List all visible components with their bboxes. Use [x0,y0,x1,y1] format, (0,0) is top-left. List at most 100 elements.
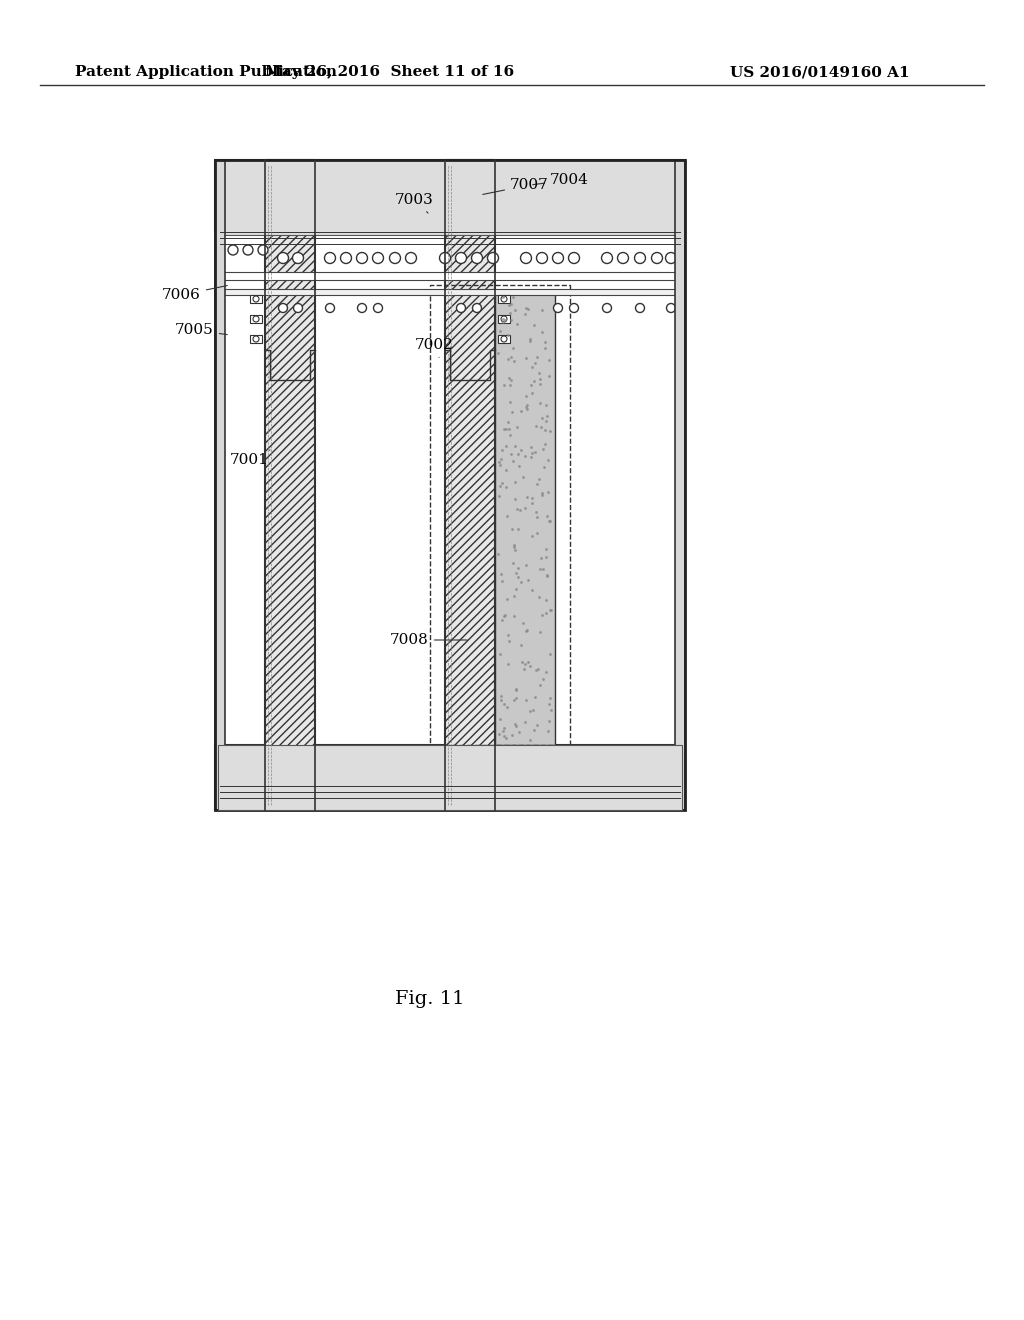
Point [537,457,553,478]
Circle shape [356,756,368,767]
Text: 7005: 7005 [175,323,227,337]
Point [538,661,554,682]
Point [531,392,548,413]
Point [502,631,518,652]
Point [529,346,546,367]
Point [508,680,524,701]
Point [504,725,520,746]
Point [515,466,531,487]
Point [517,653,534,675]
Point [534,548,550,569]
Point [507,715,523,737]
Point [510,557,526,578]
Point [495,312,511,333]
Circle shape [457,774,466,783]
Circle shape [227,756,239,767]
Point [501,294,517,315]
Point [526,719,543,741]
Point [518,395,535,416]
Point [531,558,548,579]
Point [541,511,557,532]
Bar [498,294,510,304]
Point [506,689,522,710]
Circle shape [554,304,562,313]
Point [503,444,519,465]
Point [494,440,510,461]
Point [501,368,517,389]
Point [539,539,555,560]
Circle shape [472,304,481,313]
Point [517,554,534,576]
Point [525,371,542,392]
Point [529,659,546,680]
Point [541,350,557,371]
Point [518,347,535,368]
Point [492,709,508,730]
Point [499,459,515,480]
Point [519,399,536,420]
Point [524,492,541,513]
Point [493,686,509,708]
Circle shape [228,774,238,783]
Bar [215,160,225,810]
Circle shape [253,315,259,322]
Circle shape [651,252,663,264]
Point [531,374,548,395]
Point [506,350,522,371]
Circle shape [501,337,507,342]
Point [529,507,546,528]
Circle shape [501,296,507,302]
Point [525,314,542,335]
Circle shape [244,774,253,783]
Bar [218,272,682,280]
Circle shape [471,756,482,767]
Point [493,564,509,585]
Point [516,496,532,517]
Circle shape [553,252,563,264]
Point [500,589,516,610]
Point [507,688,523,709]
Text: Fig. 11: Fig. 11 [395,990,465,1008]
Bar [215,160,685,230]
Circle shape [253,296,259,302]
Circle shape [666,252,677,264]
Point [534,483,550,504]
Point [490,723,507,744]
Circle shape [471,252,482,264]
Point [505,286,521,308]
Point [542,644,558,665]
Text: 7002: 7002 [415,338,454,358]
Point [540,482,556,503]
Circle shape [373,252,384,264]
Circle shape [568,756,580,767]
Bar [250,294,262,304]
Circle shape [389,756,400,767]
Circle shape [602,304,611,313]
Point [494,570,510,591]
Point [493,447,509,469]
Point [511,455,527,477]
Circle shape [357,304,367,313]
Point [507,539,523,560]
Point [528,659,545,680]
Text: 7008: 7008 [390,634,467,647]
Circle shape [553,756,563,767]
Point [539,565,555,586]
Point [496,693,512,714]
Circle shape [501,315,507,322]
Text: 7006: 7006 [162,285,227,302]
Point [524,525,541,546]
Point [541,710,557,731]
Point [518,297,535,318]
Point [530,362,547,383]
Point [510,566,526,587]
Point [493,475,509,496]
Point [510,519,526,540]
Point [543,599,559,620]
Point [502,375,518,396]
Point [522,729,539,750]
Text: 7001: 7001 [230,450,270,467]
Point [537,418,553,440]
Bar [445,160,495,810]
Point [523,579,540,601]
